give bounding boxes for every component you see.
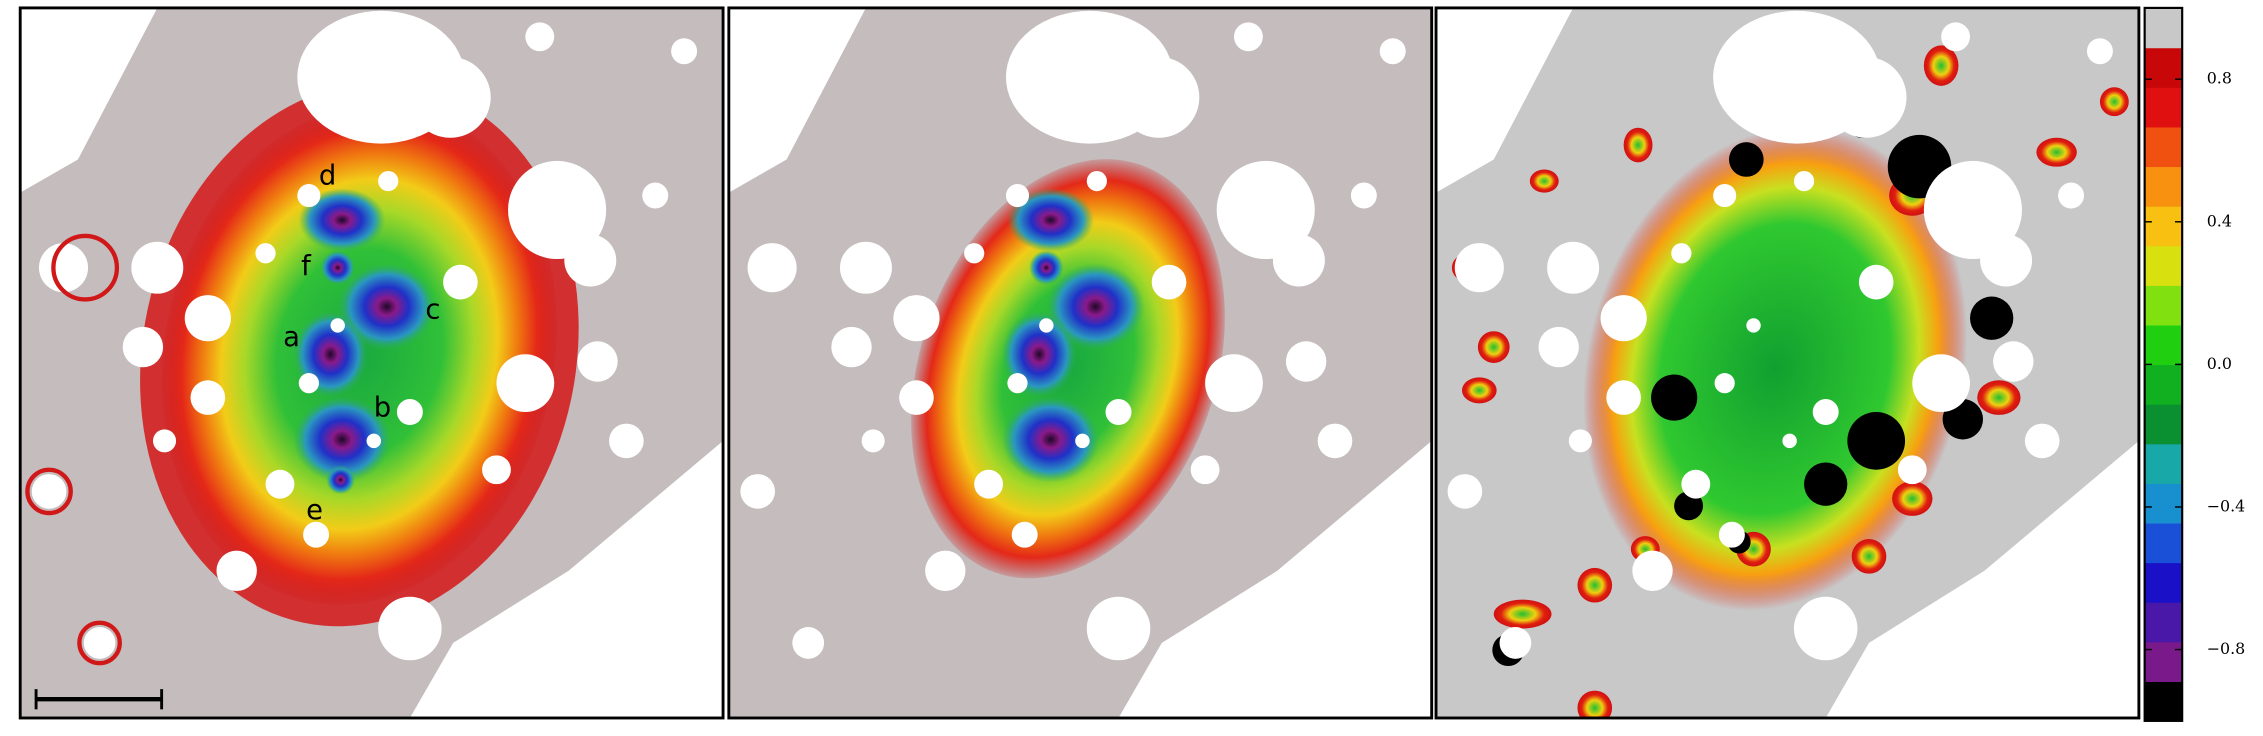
colorbar-band	[2144, 602, 2183, 643]
colorbar-band	[2144, 562, 2183, 603]
colorbar-band	[2144, 205, 2183, 247]
colorbar-band	[2144, 364, 2183, 405]
colorbar-band	[2144, 404, 2183, 445]
colorbar-band	[2144, 483, 2183, 524]
colorbar-band	[2144, 7, 2183, 49]
colorbar-frame	[2143, 6, 2184, 722]
panel-model	[728, 7, 1432, 718]
colorbar-tick-label: −0.8	[2207, 639, 2246, 658]
colorbar-tick-label: −0.4	[2207, 496, 2246, 515]
component-label: a	[283, 322, 300, 353]
colorbar-tick-label: 0.8	[2207, 69, 2232, 88]
colorbar: 0.8 0.4 0.0 −0.4 −0.8	[2144, 7, 2246, 722]
colorbar-band	[2144, 522, 2183, 564]
colorbar-band	[2144, 641, 2183, 682]
colorbar-band	[2144, 87, 2183, 128]
panel-data	[20, 7, 724, 718]
panel-residual	[1436, 7, 2139, 718]
colorbar-tick-label: 0.0	[2207, 354, 2232, 373]
panel-frame	[18, 6, 725, 720]
component-label: c	[425, 294, 440, 325]
colorbar-band	[2144, 245, 2183, 286]
component-label: f	[301, 251, 312, 282]
colorbar-band	[2144, 47, 2183, 88]
colorbar-band	[2144, 681, 2183, 722]
colorbar-band	[2144, 126, 2183, 168]
component-label: e	[306, 495, 323, 526]
panel-frame	[1434, 6, 2141, 720]
colorbar-tick-label: 0.4	[2207, 211, 2232, 230]
colorbar-band	[2144, 285, 2183, 326]
panel-frame	[727, 6, 1434, 720]
colorbar-band	[2144, 443, 2183, 484]
component-label: b	[374, 393, 391, 424]
component-label: d	[319, 160, 336, 191]
colorbar-band	[2144, 324, 2183, 366]
colorbar-band	[2144, 166, 2183, 207]
